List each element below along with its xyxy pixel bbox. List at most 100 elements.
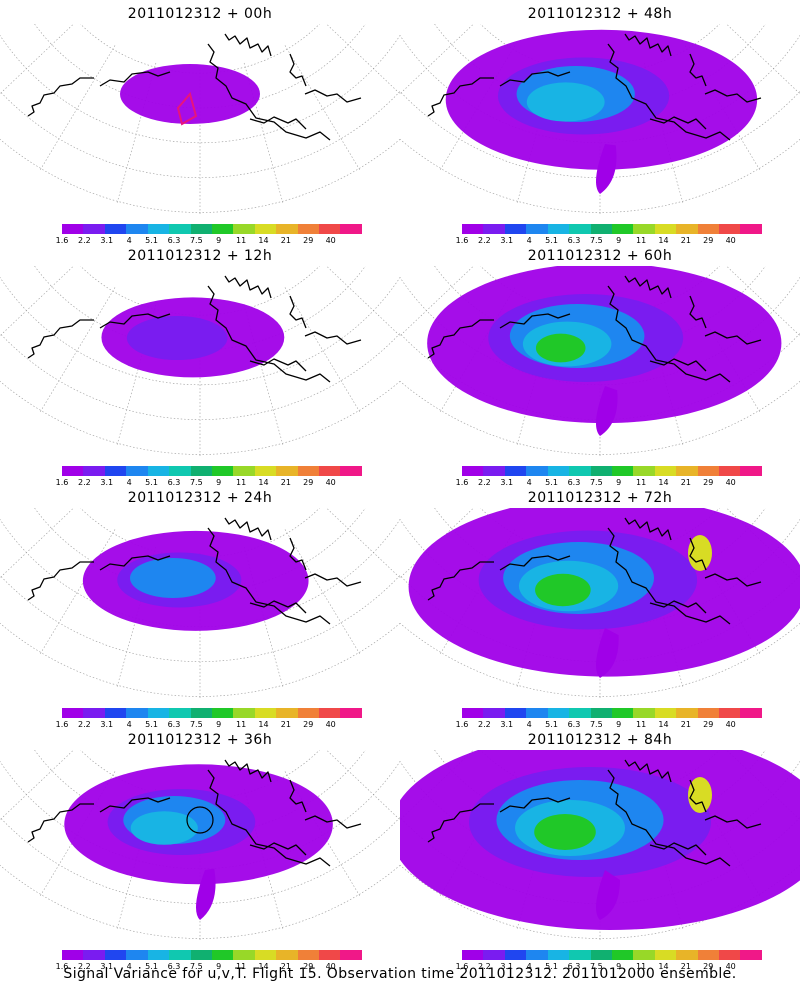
panel-title: 2011012312 + 48h <box>527 6 673 22</box>
figure-caption: Signal Variance for u,v,T. Flight 15. Ob… <box>63 966 737 982</box>
coastline <box>427 33 762 141</box>
colorbar-swatch <box>654 950 677 960</box>
colorbar-tick-label: 40 <box>725 962 736 971</box>
colorbar-swatch <box>590 708 612 718</box>
colorbar-tick-label: 5.1 <box>545 236 558 245</box>
colorbar-swatch <box>633 950 655 960</box>
colorbar-tick-label: 9 <box>616 962 622 971</box>
colorbar-tick-label: 1.6 <box>455 236 469 245</box>
colorbar-swatch <box>526 224 548 234</box>
colorbar-swatch <box>740 224 762 234</box>
colorbar-tick-label: 21 <box>280 236 291 245</box>
colorbar-tick-label: 6.3 <box>167 720 181 729</box>
colorbar-swatch <box>590 466 612 476</box>
colorbar-tick-label: 2.2 <box>478 962 491 971</box>
panel-title: 2011012312 + 84h <box>527 732 673 748</box>
colorbar-tick-label: 14 <box>258 720 269 729</box>
colorbar-swatch <box>590 950 612 960</box>
colorbar-tick-label: 6.3 <box>567 236 581 245</box>
variance-map <box>0 266 400 456</box>
panel-12h: 2011012312 + 12h 1.6 2.2 3.1 4 5.1 6.3 7.5 9 11 1… <box>0 242 400 487</box>
panel-title: 2011012312 + 60h <box>527 248 673 264</box>
colorbar-tick-label: 1.6 <box>455 962 469 971</box>
colorbar-swatch <box>719 224 741 234</box>
colorbar-swatch <box>654 224 677 234</box>
variance-field <box>408 508 800 678</box>
colorbar-tick-label: 3.1 <box>500 720 514 729</box>
colorbar-tick-label: 40 <box>325 962 336 971</box>
colorbar-swatch <box>676 224 698 234</box>
colorbar-swatch <box>147 708 170 718</box>
colorbar-tick-label: 21 <box>280 478 291 487</box>
colorbar-swatch <box>126 950 148 960</box>
colorbar-swatch <box>462 708 484 718</box>
colorbar <box>462 708 762 718</box>
colorbar-swatch <box>83 708 105 718</box>
colorbar-tick-label: 11 <box>636 478 647 487</box>
variance-map <box>0 750 400 940</box>
colorbar-tick-label: 2.2 <box>78 478 91 487</box>
colorbar-tick-label: 4 <box>526 720 532 729</box>
colorbar-tick-label: 11 <box>636 962 647 971</box>
colorbar-tick-label: 1.6 <box>55 720 69 729</box>
colorbar-tick-label: 14 <box>258 962 269 971</box>
colorbar-tick-label: 4 <box>126 236 132 245</box>
colorbar-swatch <box>633 466 655 476</box>
variance-field <box>82 530 309 631</box>
colorbar-swatch <box>483 708 505 718</box>
colorbar-swatch <box>740 466 762 476</box>
colorbar-ticks: 1.6 2.2 3.1 4 5.1 6.3 7.5 9 11 14 21 29 40 <box>452 236 772 246</box>
colorbar-swatch <box>319 950 341 960</box>
colorbar-tick-label: 7.5 <box>189 962 203 971</box>
coastline <box>27 275 362 383</box>
colorbar-tick-label: 29 <box>303 962 314 971</box>
colorbar-tick-label: 29 <box>303 236 314 245</box>
colorbar-tick-label: 3.1 <box>100 236 114 245</box>
colorbar-swatch <box>719 466 741 476</box>
colorbar-tick-label: 29 <box>703 236 714 245</box>
colorbar-swatch <box>340 466 362 476</box>
panel-84h: 2011012312 + 84h 1.6 2.2 3.1 4 5.1 6.3 7.5 9 11 1… <box>400 726 800 971</box>
colorbar-swatch <box>126 224 148 234</box>
colorbar-tick-label: 29 <box>703 962 714 971</box>
colorbar-tick-label: 9 <box>616 720 622 729</box>
colorbar-tick-label: 1.6 <box>55 962 69 971</box>
colorbar-swatch <box>654 466 677 476</box>
colorbar-ticks: 1.6 2.2 3.1 4 5.1 6.3 7.5 9 11 14 21 29 40 <box>452 720 772 730</box>
colorbar-swatch <box>147 466 170 476</box>
colorbar-swatch <box>126 466 148 476</box>
colorbar <box>462 224 762 234</box>
colorbar-tick-label: 14 <box>258 478 269 487</box>
colorbar-tick-label: 40 <box>325 236 336 245</box>
colorbar-swatch <box>254 708 277 718</box>
colorbar <box>462 950 762 960</box>
colorbar-swatch <box>340 950 362 960</box>
variance-field <box>445 29 758 194</box>
colorbar-tick-label: 2.2 <box>78 962 91 971</box>
colorbar-swatch <box>504 466 527 476</box>
colorbar-swatch <box>62 950 84 960</box>
colorbar-swatch <box>62 708 84 718</box>
colorbar-swatch <box>233 466 255 476</box>
variance-map <box>0 24 400 214</box>
colorbar-swatch <box>104 466 127 476</box>
variance-field <box>400 750 800 930</box>
colorbar-tick-label: 3.1 <box>500 236 514 245</box>
colorbar-tick-label: 21 <box>280 720 291 729</box>
colorbar-swatch <box>169 950 191 960</box>
panel-title: 2011012312 + 36h <box>127 732 273 748</box>
colorbar-swatch <box>676 708 698 718</box>
colorbar-tick-label: 14 <box>658 236 669 245</box>
colorbar-tick-label: 2.2 <box>478 236 491 245</box>
colorbar-ticks: 1.6 2.2 3.1 4 5.1 6.3 7.5 9 11 14 21 29 40 <box>52 720 372 730</box>
panel-title: 2011012312 + 24h <box>127 490 273 506</box>
colorbar-tick-label: 6.3 <box>167 236 181 245</box>
colorbar-tick-label: 6.3 <box>567 720 581 729</box>
colorbar-tick-label: 11 <box>236 236 247 245</box>
panel-60h: 2011012312 + 60h 1.6 2.2 3.1 4 5.1 6.3 7.5 9 11 1… <box>400 242 800 487</box>
colorbar-tick-label: 9 <box>216 720 222 729</box>
colorbar-tick-label: 2.2 <box>78 720 91 729</box>
coastline <box>427 275 762 383</box>
colorbar-tick-label: 2.2 <box>478 720 491 729</box>
colorbar-tick-label: 40 <box>325 720 336 729</box>
